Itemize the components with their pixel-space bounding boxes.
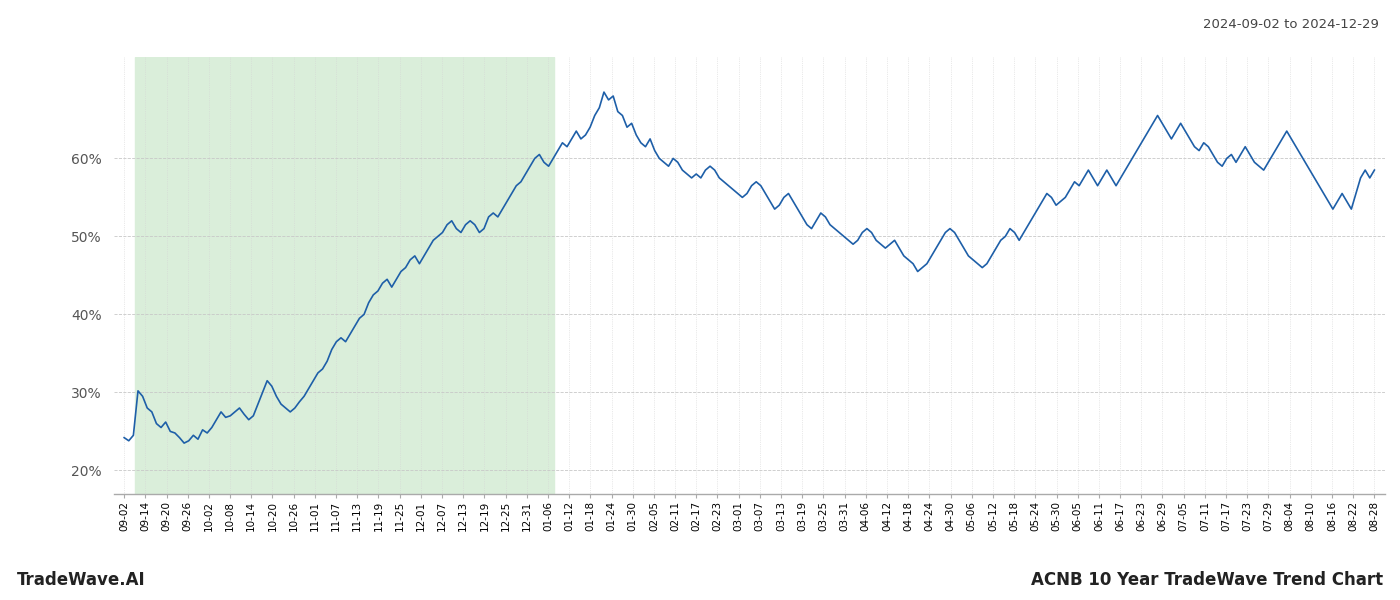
- Text: 2024-09-02 to 2024-12-29: 2024-09-02 to 2024-12-29: [1203, 18, 1379, 31]
- Text: TradeWave.AI: TradeWave.AI: [17, 571, 146, 589]
- Text: ACNB 10 Year TradeWave Trend Chart: ACNB 10 Year TradeWave Trend Chart: [1030, 571, 1383, 589]
- Bar: [134, 57, 554, 494]
